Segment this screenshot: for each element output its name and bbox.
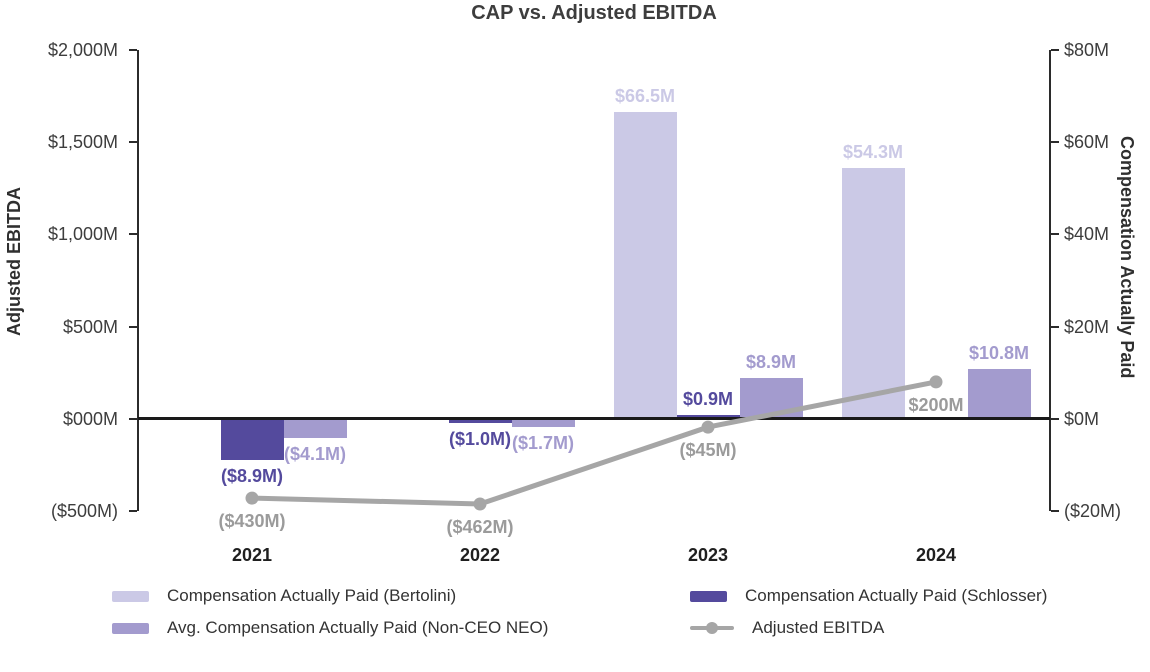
- left-axis-tick: [129, 325, 137, 328]
- bar-label-non-ceo-neo-2022: ($1.7M): [511, 432, 574, 453]
- left-axis-tick-label: $1,000M: [47, 224, 118, 245]
- left-axis-tick: [129, 141, 137, 144]
- right-axis-tick-label: $60M: [1064, 132, 1110, 153]
- ebitda-label-2021: ($430M): [218, 511, 286, 532]
- legend-swatch-adjusted-ebitda: [690, 622, 734, 634]
- legend-item-schlosser: Compensation Actually Paid (Schlosser): [690, 586, 1047, 606]
- legend-label-non-ceo-neo: Avg. Compensation Actually Paid (Non-CEO…: [167, 618, 549, 637]
- right-axis-tick-label: $20M: [1064, 316, 1110, 337]
- legend-item-adjusted-ebitda: Adjusted EBITDA: [690, 618, 1047, 638]
- left-axis-line: [137, 50, 139, 511]
- chart-legend: Compensation Actually Paid (Bertolini) Av…: [112, 586, 1047, 638]
- left-axis-tick-label: ($500M): [50, 501, 118, 521]
- ebitda-point-2023: [701, 420, 715, 434]
- ebitda-point-2021: [245, 491, 259, 505]
- x-axis-label-2022: 2022: [459, 545, 501, 565]
- legend-line-marker: [706, 622, 718, 634]
- x-axis-label-2023: 2023: [687, 545, 729, 565]
- left-axis-tick: [129, 233, 137, 236]
- legend-label-schlosser: Compensation Actually Paid (Schlosser): [745, 586, 1048, 605]
- ebitda-label-2024: $200M: [908, 394, 964, 415]
- zero-baseline: [138, 417, 1050, 421]
- right-axis-tick: [1051, 233, 1059, 236]
- right-axis-tick: [1051, 325, 1059, 328]
- right-axis-tick: [1051, 417, 1059, 420]
- right-axis-tick-label: $0M: [1064, 408, 1100, 429]
- left-axis-tick: [129, 417, 137, 420]
- bar-label-non-ceo-neo-2023: $8.9M: [745, 351, 797, 372]
- legend-swatch-schlosser: [690, 590, 727, 602]
- bar-label-non-ceo-neo-2024: $10.8M: [968, 343, 1030, 363]
- left-axis-tick: [129, 49, 137, 51]
- ebitda-label-2023: ($45M): [679, 440, 737, 461]
- bar-non-ceo-neo-2021: [283, 418, 347, 438]
- bar-non-ceo-neo-2024: [967, 369, 1031, 419]
- bar-label-schlosser-2023: $0.9M: [682, 388, 734, 409]
- right-axis-tick: [1051, 510, 1059, 512]
- ebitda-point-2024: [929, 375, 943, 389]
- right-axis-tick-label: $40M: [1064, 224, 1110, 245]
- legend-label-adjusted-ebitda: Adjusted EBITDA: [752, 618, 885, 637]
- legend-swatch-non-ceo-neo: [112, 622, 149, 634]
- right-axis-tick-label: $80M: [1064, 40, 1110, 60]
- right-axis-title: Compensation Actually Paid: [1117, 136, 1137, 379]
- right-axis-tick-label: ($20M): [1064, 501, 1122, 521]
- left-axis-tick-label: $500M: [62, 316, 118, 337]
- right-axis-tick: [1051, 49, 1059, 51]
- right-axis-line: [1049, 50, 1051, 511]
- ebitda-label-2022: ($462M): [446, 516, 514, 537]
- left-axis-tick-label: $2,000M: [47, 40, 118, 60]
- bar-bertolini-2023: [613, 112, 677, 419]
- bar-label-schlosser-2021: ($8.9M): [220, 465, 283, 486]
- legend-item-non-ceo-neo: Avg. Compensation Actually Paid (Non-CEO…: [112, 618, 690, 638]
- bar-label-non-ceo-neo-2021: ($4.1M): [283, 443, 346, 464]
- bar-bertolini-2024: [841, 168, 905, 419]
- left-axis-title: Adjusted EBITDA: [4, 187, 24, 337]
- legend-swatch-bertolini: [112, 590, 149, 602]
- legend-item-bertolini: Compensation Actually Paid (Bertolini): [112, 586, 690, 606]
- chart-title: CAP vs. Adjusted EBITDA: [471, 2, 717, 24]
- legend-label-bertolini: Compensation Actually Paid (Bertolini): [167, 586, 457, 605]
- ebitda-point-2022: [473, 497, 487, 511]
- x-axis-label-2021: 2021: [231, 545, 273, 565]
- left-axis-tick-label: $1,500M: [47, 132, 118, 153]
- right-axis-tick: [1051, 141, 1059, 144]
- left-axis-tick-label: $000M: [62, 408, 118, 429]
- left-axis-tick: [129, 510, 137, 512]
- x-axis-label-2024: 2024: [915, 545, 957, 565]
- bar-label-bertolini-2023: $66.5M: [614, 86, 676, 107]
- bar-label-bertolini-2024: $54.3M: [842, 142, 904, 163]
